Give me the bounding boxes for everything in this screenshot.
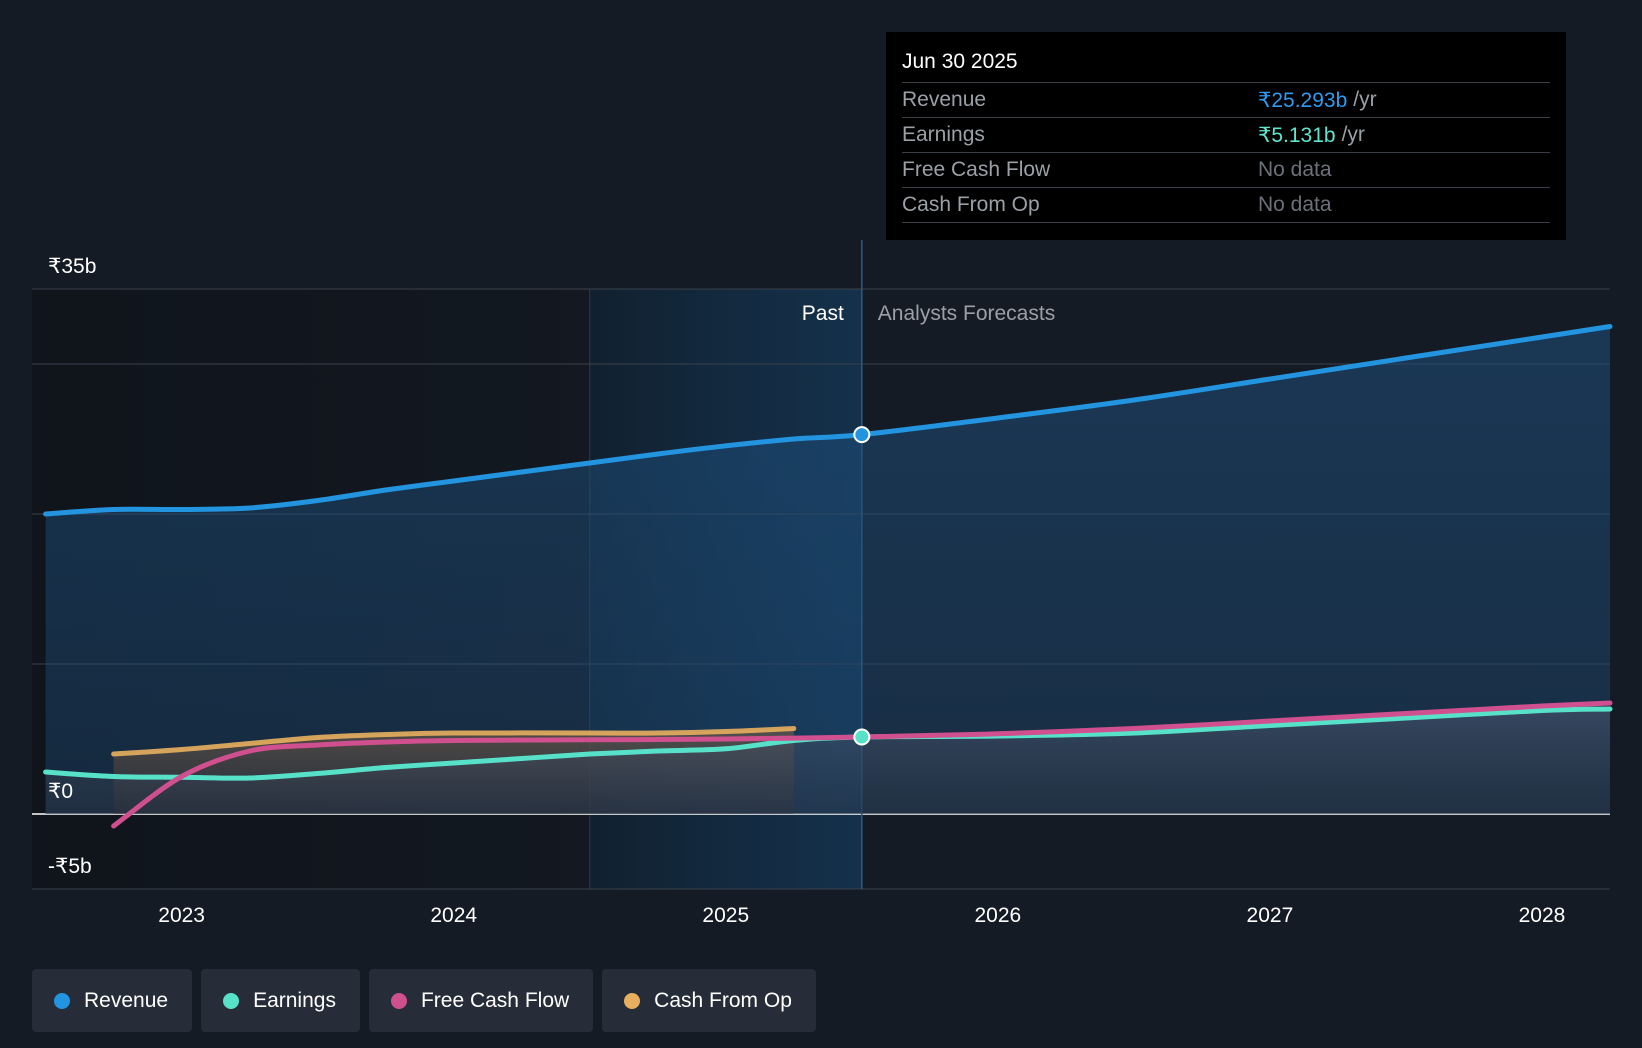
tooltip-row-label: Earnings (902, 123, 985, 146)
earnings-line (43, 706, 1613, 781)
tooltip-row-unit: /yr (1341, 123, 1365, 146)
legend-item-revenue[interactable]: Revenue (32, 969, 193, 1032)
legend-item-earnings[interactable]: Earnings (201, 969, 360, 1032)
revenue-line (43, 324, 1613, 517)
x-tick-label: 2027 (1247, 904, 1294, 927)
x-tick-label: 2024 (430, 904, 477, 927)
tooltip-row-unit: /yr (1353, 88, 1377, 111)
tooltip-row-label: Cash From Op (902, 193, 1040, 216)
legend-item-free-cash-flow[interactable]: Free Cash Flow (368, 969, 594, 1032)
tooltip-row-value: No data (1258, 158, 1332, 181)
legend-label: Free Cash Flow (420, 988, 570, 1012)
past-label: Past (802, 302, 844, 325)
tooltip-row: Cash From Op No data (902, 187, 1550, 223)
tooltip-row-value: No data (1258, 193, 1332, 216)
tooltip-row: Earnings ₹5.131b/yr (902, 117, 1550, 152)
tooltip-row: Free Cash Flow No data (902, 152, 1550, 187)
tooltip-row: Revenue ₹25.293b/yr (902, 82, 1550, 117)
earnings-marker (853, 728, 871, 746)
tooltip-row-label: Revenue (902, 88, 987, 111)
x-tick-label: 2023 (158, 904, 205, 927)
legend-label: Cash From Op (654, 988, 792, 1012)
x-tick-label: 2025 (702, 904, 749, 927)
y-tick-label: -₹5b (48, 855, 92, 878)
x-tick-label: 2028 (1519, 904, 1566, 927)
legend-dot-icon (54, 992, 70, 1009)
legend: Revenue Earnings Free Cash Flow Cash From O… (32, 969, 816, 1032)
legend-label: Earnings (253, 988, 336, 1012)
free-cash-flow-line (111, 700, 1613, 829)
revenue-area (45, 326, 1611, 814)
y-tick-label: ₹0 (48, 780, 73, 803)
forecast-label: Analysts Forecasts (878, 302, 1055, 325)
legend-item-cash-from-op[interactable]: Cash From Op (602, 969, 816, 1032)
tooltip-row-value: ₹5.131b (1258, 123, 1336, 147)
tooltip-row-label: Free Cash Flow (902, 158, 1051, 181)
legend-label: Revenue (84, 988, 169, 1012)
y-tick-label: ₹35b (48, 255, 96, 278)
legend-dot-icon (390, 992, 407, 1009)
chart: ₹35b ₹0 -₹5b 2023 2024 2025 2026 2027 2028 Past An… (32, 240, 1613, 927)
tooltip: Jun 30 2025 Revenue ₹25.293b/yr Earnings ₹5… (886, 32, 1566, 240)
x-tick-label: 2026 (974, 904, 1021, 927)
cash-from-op-line (111, 726, 797, 757)
revenue-marker (853, 426, 871, 444)
earnings-area (45, 709, 1611, 814)
tooltip-date: Jun 30 2025 (902, 50, 1018, 73)
legend-dot-icon (223, 992, 240, 1009)
legend-dot-icon (624, 992, 641, 1009)
tooltip-row-value: ₹25.293b (1258, 88, 1348, 112)
